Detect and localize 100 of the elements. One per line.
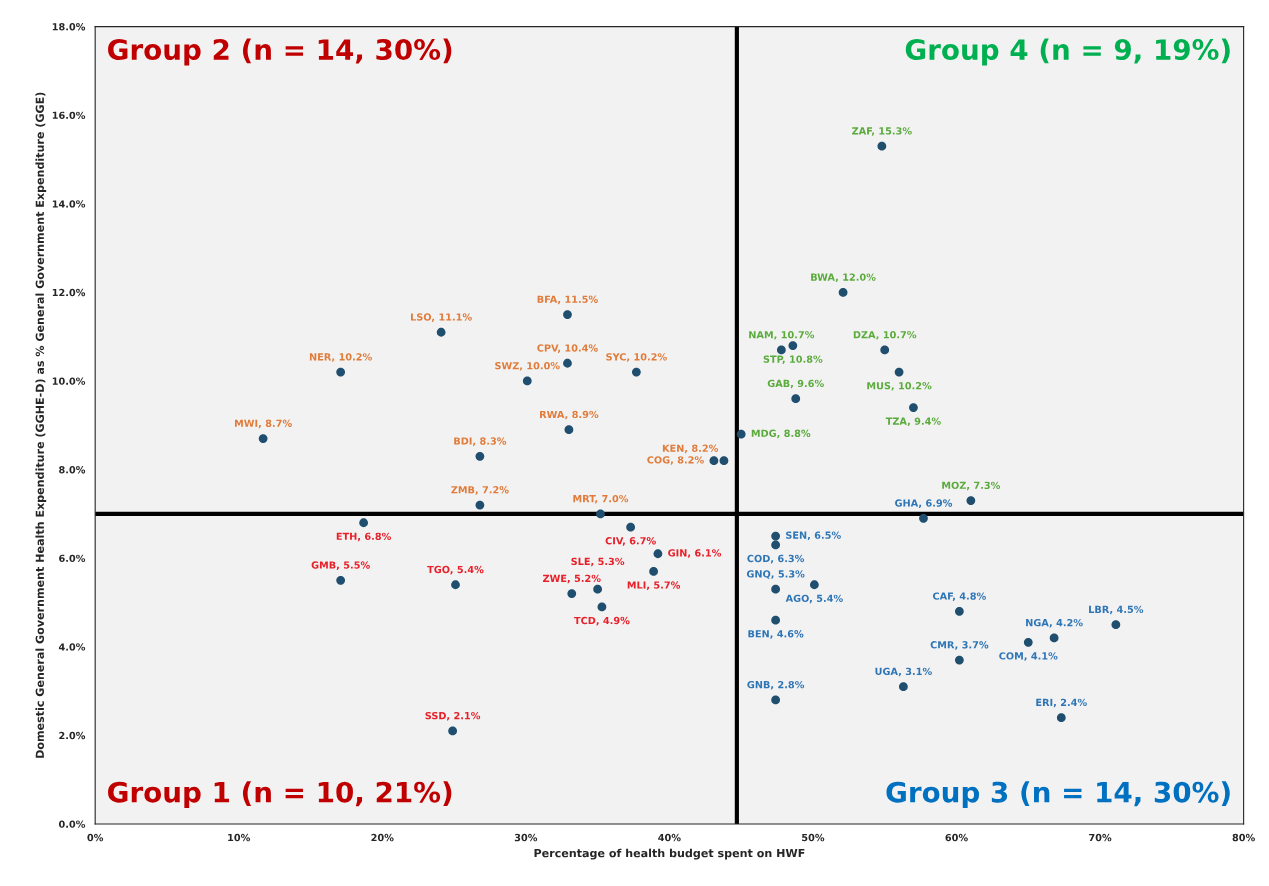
data-label: RWA, 8.9% xyxy=(540,410,599,420)
point xyxy=(1049,633,1059,643)
data-label: TZA, 9.4% xyxy=(885,417,941,427)
data-label: SLE, 5.3% xyxy=(571,557,625,567)
point xyxy=(567,589,577,599)
data-label: NER, 10.2% xyxy=(309,353,372,362)
point xyxy=(359,518,369,528)
point xyxy=(448,726,458,736)
y-tick-label: 2.0% xyxy=(59,731,86,740)
y-tick-label: 0.0% xyxy=(58,820,86,828)
point xyxy=(771,615,781,625)
point xyxy=(838,287,848,297)
point xyxy=(791,394,801,404)
data-label: DZA, 10.7% xyxy=(853,331,917,340)
annotation: Group 2 (n = 14, 30%) xyxy=(108,38,452,66)
data-label: SWZ, 10.0% xyxy=(495,362,560,371)
data-label: NAM, 10.7% xyxy=(749,331,815,340)
point xyxy=(880,345,890,355)
point xyxy=(736,429,746,439)
data-label: GAB, 9.6% xyxy=(767,379,824,389)
y-tick-label: 12.0% xyxy=(52,288,86,297)
annotation: Group 3 (n = 14, 30%) xyxy=(886,781,1230,809)
x-tick-label: 80% xyxy=(1232,833,1255,842)
y-tick-label: 4.0% xyxy=(58,643,86,651)
x-tick-label: 0% xyxy=(87,833,104,842)
point xyxy=(771,695,781,705)
point xyxy=(522,376,532,386)
data-label: MOZ, 7.3% xyxy=(942,481,1001,491)
data-label: ZMB, 7.2% xyxy=(451,486,509,495)
x-tick-label: 20% xyxy=(371,833,394,842)
x-tick-label: 30% xyxy=(514,833,538,842)
point xyxy=(771,584,781,594)
data-label: ERI, 2.4% xyxy=(1036,698,1087,708)
point xyxy=(909,403,918,412)
data-label: LBR, 4.5% xyxy=(1089,605,1144,615)
data-label: GHA, 6.9% xyxy=(895,499,953,508)
data-label: CAF, 4.8% xyxy=(932,592,986,601)
data-label: CPV, 10.4% xyxy=(537,344,598,353)
data-label: ZWE, 5.2% xyxy=(542,574,601,584)
point xyxy=(475,500,485,510)
data-label: AGO, 5.4% xyxy=(785,594,843,604)
point xyxy=(899,682,908,692)
data-label: COG, 8.2% xyxy=(647,456,704,465)
x-tick-label: 60% xyxy=(945,833,968,842)
data-label: BWA, 12.0% xyxy=(811,273,876,283)
point xyxy=(810,580,819,590)
data-label: MWI, 8.7% xyxy=(235,419,292,429)
point xyxy=(436,327,446,337)
data-label: UGA, 3.1% xyxy=(875,667,932,677)
y-tick-label: 6.0% xyxy=(59,554,86,563)
point xyxy=(771,540,781,550)
point xyxy=(451,580,460,590)
point xyxy=(776,345,786,355)
data-label: GMB, 5.5% xyxy=(311,561,370,570)
point xyxy=(258,434,268,443)
point xyxy=(877,141,887,151)
point xyxy=(771,531,781,541)
point xyxy=(564,425,574,435)
data-label: TGO, 5.4% xyxy=(427,565,484,575)
point xyxy=(649,567,658,576)
annotation: Group 1 (n = 10, 21%) xyxy=(108,781,452,809)
data-label: TCD, 4.9% xyxy=(574,616,630,626)
y-tick-label: 14.0% xyxy=(52,200,86,208)
data-label: LSO, 11.1% xyxy=(411,313,472,322)
annotation: Group 4 (n = 9, 19%) xyxy=(905,38,1230,66)
data-label: CMR, 3.7% xyxy=(930,641,989,650)
data-label: COD, 6.3% xyxy=(747,554,805,564)
point xyxy=(954,655,964,665)
point xyxy=(631,367,641,377)
y-axis-title: Domestic General Government Health Expenditure (GGHE-D) as % General Government Expenditure (GGE) xyxy=(35,92,47,758)
data-label: ETH, 6.8% xyxy=(336,532,392,542)
point xyxy=(1056,713,1066,723)
data-label: GNQ, 5.3% xyxy=(746,570,805,579)
data-label: COM, 4.1% xyxy=(999,652,1058,661)
point xyxy=(653,549,663,559)
point xyxy=(719,456,729,466)
y-tick-label: 18.0% xyxy=(52,23,86,31)
point xyxy=(1023,637,1033,647)
data-label: SYC, 10.2% xyxy=(606,353,667,362)
x-axis-title: Percentage of health budget spent on HWF xyxy=(534,848,805,860)
point xyxy=(336,367,346,377)
data-label: CIV, 6.7% xyxy=(605,537,656,546)
point xyxy=(626,522,636,532)
y-tick-label: 16.0% xyxy=(52,111,86,120)
point xyxy=(596,509,605,519)
data-label: NGA, 4.2% xyxy=(1026,618,1083,628)
x-tick-label: 70% xyxy=(1089,833,1112,842)
point xyxy=(475,451,485,461)
data-label: GNB, 2.8% xyxy=(747,680,805,690)
point xyxy=(593,584,603,594)
point xyxy=(563,310,572,319)
y-tick-label: 10.0% xyxy=(52,377,86,385)
point xyxy=(894,367,904,377)
point xyxy=(336,575,346,585)
data-label: BFA, 11.5% xyxy=(537,295,598,305)
data-label: MLI, 5.7% xyxy=(627,581,681,590)
x-tick-label: 10% xyxy=(228,833,251,842)
data-label: SSD, 2.1% xyxy=(425,711,481,721)
point xyxy=(954,606,964,616)
y-tick-label: 8.0% xyxy=(59,466,86,474)
